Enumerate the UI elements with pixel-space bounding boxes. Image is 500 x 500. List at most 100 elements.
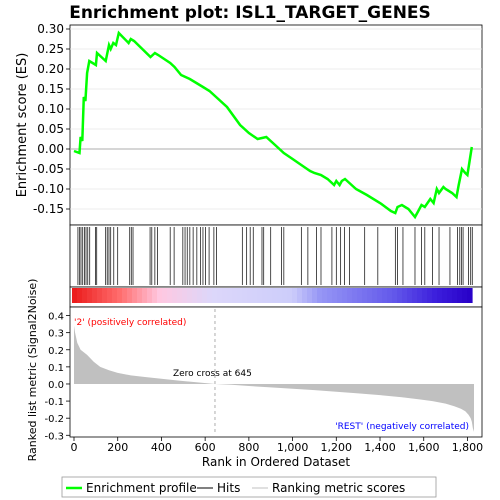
- x-tick-label: 1,000: [277, 441, 309, 454]
- x-tick-label: 200: [107, 441, 128, 454]
- colorbar-segment: [402, 288, 408, 303]
- es-ytick-label: 0.05: [37, 122, 64, 136]
- x-tick-label: 1,600: [408, 441, 440, 454]
- colorbar-segment: [172, 288, 178, 303]
- colorbar-segment: [182, 288, 188, 303]
- colorbar-segment: [357, 288, 363, 303]
- colorbar-segment: [107, 288, 113, 303]
- colorbar-segment: [317, 288, 323, 303]
- colorbar-segment: [157, 288, 163, 303]
- colorbar-segment: [427, 288, 433, 303]
- colorbar-segment: [297, 288, 303, 303]
- colorbar-segment: [267, 288, 273, 303]
- colorbar-segment: [102, 288, 108, 303]
- colorbar-segment: [467, 288, 473, 303]
- colorbar-segment: [307, 288, 313, 303]
- colorbar-segment: [202, 288, 208, 303]
- colorbar-segment: [192, 288, 198, 303]
- colorbar-segment: [382, 288, 388, 303]
- colorbar-segment: [207, 288, 213, 303]
- colorbar-segment: [377, 288, 383, 303]
- es-ytick-label: -0.15: [33, 202, 64, 216]
- colorbar-segment: [212, 288, 218, 303]
- colorbar-segment: [347, 288, 353, 303]
- es-ytick-label: -0.05: [33, 162, 64, 176]
- colorbar-segment: [422, 288, 428, 303]
- metric-ytick-label: 0.1: [48, 363, 64, 374]
- colorbar-segment: [137, 288, 143, 303]
- x-tick-label: 400: [151, 441, 172, 454]
- chart-title: Enrichment plot: ISL1_TARGET_GENES: [69, 3, 431, 23]
- es-ytick-label: -0.10: [33, 182, 64, 196]
- colorbar-segment: [82, 288, 88, 303]
- colorbar-segment: [457, 288, 463, 303]
- colorbar-segment: [97, 288, 103, 303]
- colorbar-segment: [257, 288, 263, 303]
- colorbar-segment: [452, 288, 458, 303]
- colorbar-segment: [292, 288, 298, 303]
- colorbar-segment: [167, 288, 173, 303]
- colorbar-segment: [437, 288, 443, 303]
- colorbar-segment: [132, 288, 138, 303]
- x-tick-label: 800: [238, 441, 259, 454]
- colorbar-segment: [352, 288, 358, 303]
- es-ytick-label: 0.15: [37, 82, 64, 96]
- hits-panel: [69, 224, 483, 288]
- colorbar-segment: [177, 288, 183, 303]
- colorbar-segment: [232, 288, 238, 303]
- negative-label: 'REST' (negatively correlated): [335, 422, 469, 432]
- x-tick-label: 1,400: [364, 441, 396, 454]
- colorbar-segment: [92, 288, 98, 303]
- colorbar-segment: [252, 288, 258, 303]
- colorbar-segment: [372, 288, 378, 303]
- colorbar-segment: [397, 288, 403, 303]
- colorbar-segment: [152, 288, 158, 303]
- colorbar-segment: [322, 288, 328, 303]
- metric-ytick-label: -0.2: [44, 414, 64, 425]
- es-ylabel: Enrichment score (ES): [15, 53, 30, 198]
- es-ytick-label: 0.30: [37, 22, 64, 36]
- metric-ytick-label: 0.2: [48, 346, 64, 357]
- colorbar-segment: [217, 288, 223, 303]
- es-ytick-label: 0.00: [37, 142, 64, 156]
- colorbar-segment: [242, 288, 248, 303]
- colorbar-segment: [412, 288, 418, 303]
- es-ytick-label: 0.10: [37, 102, 64, 116]
- colorbar-segment: [112, 288, 118, 303]
- es-line: [73, 30, 474, 220]
- metric-ytick-label: -0.3: [44, 431, 64, 442]
- x-tick-label: 1,200: [321, 441, 353, 454]
- colorbar-segment: [277, 288, 283, 303]
- metric-ylabel: Ranked list metric (Signal2Noise): [26, 279, 39, 462]
- colorbar-segment: [287, 288, 293, 303]
- colorbar-segment: [337, 288, 343, 303]
- metric-ytick-label: -0.1: [44, 397, 64, 408]
- legend-label-hits: Hits: [217, 481, 240, 495]
- colorbar-segment: [282, 288, 288, 303]
- positive-label: '2' (positively correlated): [74, 318, 186, 328]
- colorbar-segment: [227, 288, 233, 303]
- legend-label-enrichment: Enrichment profile: [86, 481, 197, 495]
- colorbar-segment: [122, 288, 128, 303]
- zero-cross-label: Zero cross at 645: [173, 369, 252, 379]
- colorbar-segment: [237, 288, 243, 303]
- colorbar-segment: [272, 288, 278, 303]
- metric-ytick-label: 0.3: [48, 329, 64, 340]
- es-panel-frame: [69, 24, 483, 226]
- x-tick-label: 0: [71, 441, 78, 454]
- colorbar-panel: [69, 286, 483, 308]
- colorbar-segment: [367, 288, 373, 303]
- metric-ytick-label: 0.0: [48, 380, 64, 391]
- colorbar-segment: [387, 288, 393, 303]
- colorbar-segment: [222, 288, 228, 303]
- legend: Enrichment profile Hits Ranking metric s…: [61, 476, 437, 498]
- colorbar-segment: [87, 288, 93, 303]
- colorbar-segment: [302, 288, 308, 303]
- colorbar-segment: [407, 288, 413, 303]
- metric-ytick-label: 0.4: [48, 312, 64, 323]
- colorbar-segment: [312, 288, 318, 303]
- metric-panel-frame: [69, 306, 483, 438]
- x-tick-label: 600: [195, 441, 216, 454]
- es-ytick-label: 0.20: [37, 62, 64, 76]
